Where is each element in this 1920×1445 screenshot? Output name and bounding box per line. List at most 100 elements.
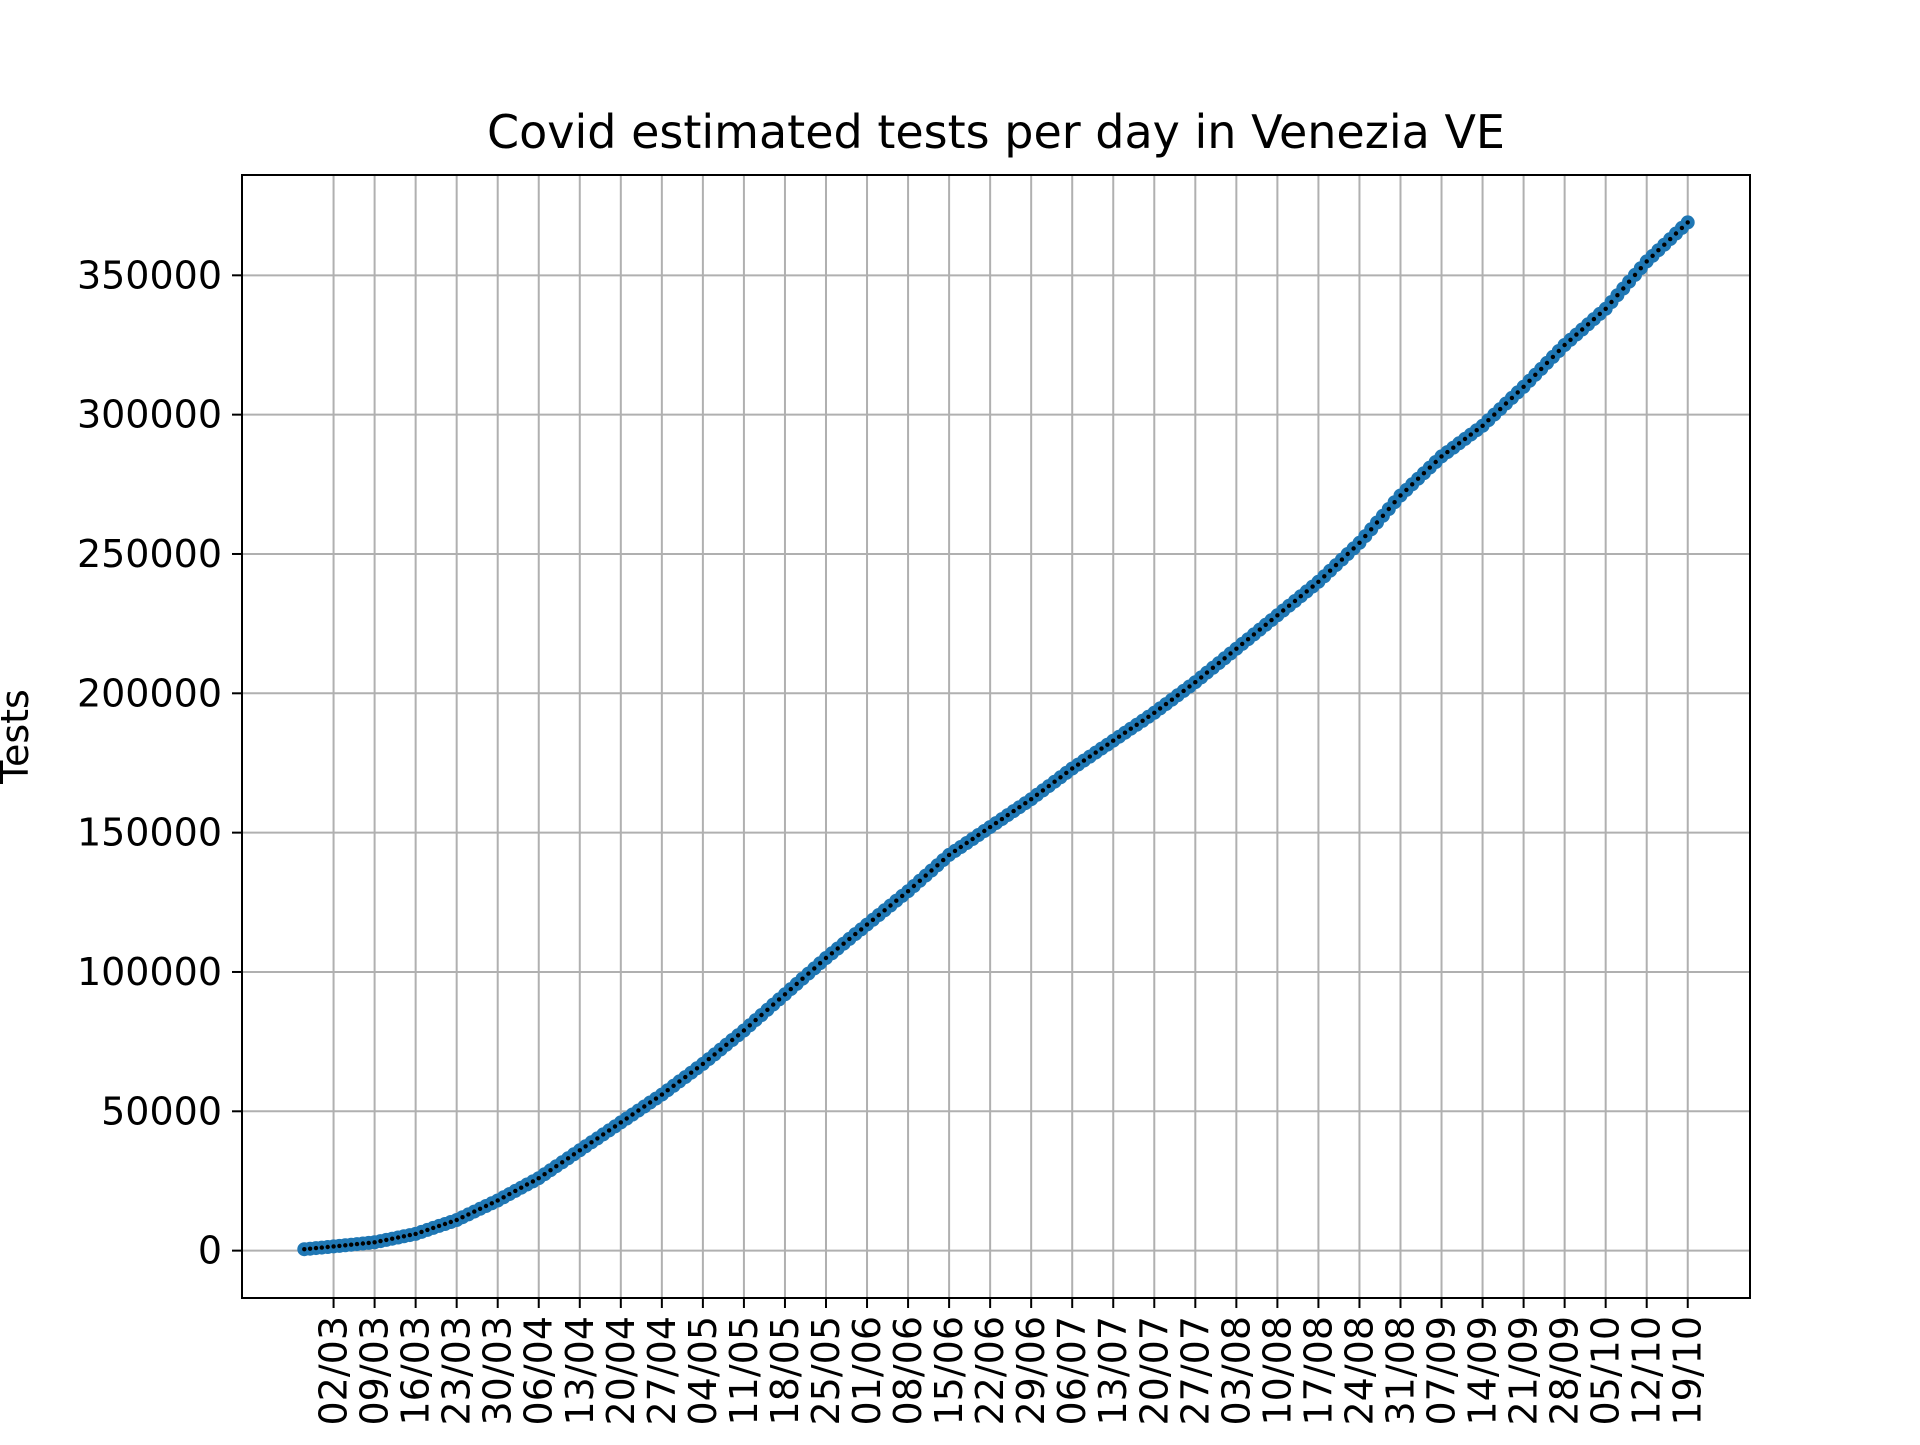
data-point-center — [1615, 293, 1620, 298]
data-point-center — [1269, 617, 1274, 623]
data-point-center — [1093, 750, 1098, 755]
data-point-center — [929, 868, 934, 873]
data-point-center — [1216, 660, 1222, 666]
data-point-center — [466, 1212, 471, 1217]
data-point-center — [1562, 342, 1567, 348]
data-point-center — [1539, 366, 1544, 372]
plot-frame — [241, 174, 1751, 1299]
data-point-center — [343, 1243, 348, 1248]
data-point-center — [706, 1056, 711, 1062]
x-tick-label: 24/08 — [1337, 1316, 1381, 1426]
x-tick-label: 08/06 — [886, 1316, 930, 1426]
axis-ticks: 0 50000 100000 150000 200000 250000 300000 3500… — [77, 253, 1710, 1425]
data-point-center — [1339, 557, 1345, 562]
data-point-center — [1163, 701, 1169, 707]
data-point-center — [1199, 675, 1204, 680]
data-point-center — [794, 981, 799, 987]
data-point-center — [1157, 706, 1163, 711]
x-tick-label: 07/09 — [1420, 1316, 1464, 1426]
y-axis-label: Tests — [0, 689, 37, 785]
x-tick-label: 02/03 — [312, 1316, 356, 1426]
data-point-center — [472, 1209, 477, 1214]
data-point-center — [724, 1042, 729, 1048]
data-point-center — [1075, 762, 1081, 767]
data-point-center — [1398, 493, 1403, 498]
y-tick-label: 100000 — [77, 950, 222, 994]
data-point-center — [859, 927, 864, 932]
data-point-center — [1650, 253, 1655, 258]
data-point-center — [384, 1237, 389, 1243]
data-point-center — [448, 1219, 453, 1225]
data-point-center — [1034, 792, 1040, 797]
data-point-center — [1087, 754, 1093, 759]
data-point-center — [1011, 808, 1016, 814]
data-point-center — [1415, 476, 1421, 481]
data-point-center — [583, 1144, 588, 1149]
data-point-center — [923, 873, 928, 878]
data-point-center — [1181, 688, 1186, 694]
x-tick-label: 29/06 — [1009, 1316, 1053, 1426]
data-point-center — [1638, 266, 1644, 271]
data-point-center — [1533, 372, 1538, 377]
data-point-center — [741, 1028, 747, 1033]
data-point-center — [1128, 726, 1134, 731]
data-point-center — [1029, 797, 1034, 802]
data-point-center — [1351, 546, 1356, 551]
data-point-center — [390, 1236, 395, 1241]
data-point-center — [1404, 487, 1409, 493]
data-point-center — [1327, 568, 1333, 573]
data-point-center — [565, 1156, 571, 1161]
data-point-center — [595, 1136, 600, 1141]
data-point-center — [900, 893, 905, 899]
data-point-center — [1122, 730, 1128, 735]
data-point-center — [1626, 279, 1632, 284]
data-point-center — [771, 1002, 776, 1007]
data-point-center — [1656, 248, 1661, 253]
data-point-center — [788, 986, 793, 992]
data-point-center — [1263, 622, 1268, 627]
data-point-center — [630, 1112, 635, 1117]
data-point-center — [935, 863, 940, 868]
data-point-center — [882, 908, 887, 913]
data-point-center — [1369, 527, 1374, 532]
grid-lines — [242, 175, 1750, 1298]
data-point-center — [694, 1066, 700, 1071]
data-point-center — [548, 1168, 553, 1173]
data-point-center — [1240, 641, 1245, 647]
data-point-center — [360, 1241, 366, 1246]
x-tick-label: 21/09 — [1502, 1316, 1546, 1426]
data-point-center — [1058, 775, 1063, 780]
data-point-center — [483, 1203, 489, 1209]
data-point-center — [1474, 428, 1479, 433]
data-point-center — [1498, 406, 1503, 412]
y-tick-label: 350000 — [77, 253, 222, 297]
data-point-center — [653, 1096, 659, 1101]
data-point-center — [970, 836, 975, 842]
x-tick-label: 27/04 — [640, 1316, 684, 1426]
data-point-center — [1445, 449, 1450, 455]
data-point-center — [1386, 506, 1392, 512]
data-point-center — [606, 1128, 612, 1133]
x-tick-label: 12/10 — [1625, 1316, 1669, 1426]
data-point-center — [589, 1140, 594, 1145]
data-point-center — [1116, 734, 1122, 739]
data-point-center — [489, 1201, 494, 1206]
data-point-center — [1046, 783, 1052, 789]
data-point-center — [958, 844, 963, 850]
data-point-center — [1486, 418, 1491, 423]
data-point-center — [507, 1191, 512, 1197]
data-point-center — [1492, 412, 1497, 417]
data-point-center — [1281, 608, 1286, 613]
data-point-center — [1662, 242, 1667, 247]
data-point-center — [1621, 286, 1626, 291]
data-point-center — [302, 1247, 307, 1252]
data-point-center — [501, 1195, 506, 1200]
data-point-center — [436, 1223, 442, 1229]
data-point-center — [888, 903, 893, 908]
x-tick-label: 22/06 — [968, 1316, 1012, 1426]
data-point-center — [823, 955, 829, 961]
data-point-center — [1427, 465, 1433, 470]
data-point-center — [1140, 718, 1145, 723]
data-point-center — [718, 1047, 723, 1052]
x-tick-label: 01/06 — [845, 1316, 889, 1426]
